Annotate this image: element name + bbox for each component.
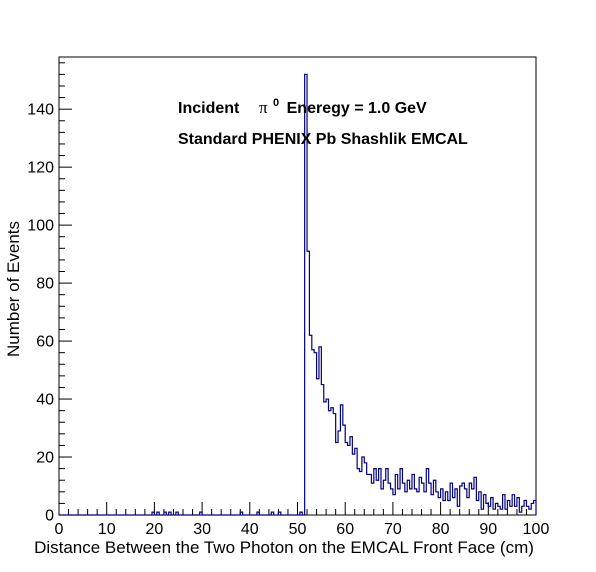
plot-frame bbox=[58, 56, 537, 516]
x-tick-label: 90 bbox=[479, 521, 497, 538]
x-tick-label: 20 bbox=[146, 521, 164, 538]
x-tick-label: 70 bbox=[384, 521, 402, 538]
annotation-line-1: Incident π 0 Eneregy = 1.0 GeV bbox=[178, 93, 427, 117]
annotation-line-2: Standard PHENIX Pb Shashlik EMCAL bbox=[178, 131, 468, 148]
x-tick-label: 30 bbox=[193, 521, 211, 538]
annotation-pi-symbol: π bbox=[259, 98, 268, 117]
y-tick-label: 0 bbox=[45, 508, 54, 525]
annotation-prefix: Incident bbox=[178, 100, 240, 117]
annotation-suffix: Eneregy = 1.0 GeV bbox=[287, 100, 427, 117]
y-tick-label: 120 bbox=[27, 160, 54, 177]
x-tick-label: 0 bbox=[55, 521, 64, 538]
x-tick-label: 10 bbox=[98, 521, 116, 538]
x-axis-title: Distance Between the Two Photon on the E… bbox=[34, 538, 534, 557]
x-tick-label: 80 bbox=[432, 521, 450, 538]
y-axis: 0 20 40 60 80 100 120 140 bbox=[27, 62, 72, 525]
annotation: Incident π 0 Eneregy = 1.0 GeV Standard … bbox=[178, 93, 468, 148]
x-tick-label: 40 bbox=[241, 521, 259, 538]
y-tick-label: 100 bbox=[27, 218, 54, 235]
x-tick-label: 60 bbox=[336, 521, 354, 538]
histogram-series-line bbox=[59, 73, 537, 516]
y-tick-label: 60 bbox=[36, 334, 54, 351]
x-tick-label: 100 bbox=[523, 521, 550, 538]
x-tick-label: 50 bbox=[289, 521, 307, 538]
y-axis-title: Number of Events bbox=[4, 221, 23, 357]
y-tick-label: 40 bbox=[36, 392, 54, 409]
y-tick-label: 140 bbox=[27, 102, 54, 119]
y-tick-label: 80 bbox=[36, 276, 54, 293]
x-axis: 0 10 20 30 40 50 60 70 80 90 100 bbox=[55, 502, 550, 538]
y-tick-label: 20 bbox=[36, 450, 54, 467]
annotation-superscript: 0 bbox=[273, 97, 279, 109]
